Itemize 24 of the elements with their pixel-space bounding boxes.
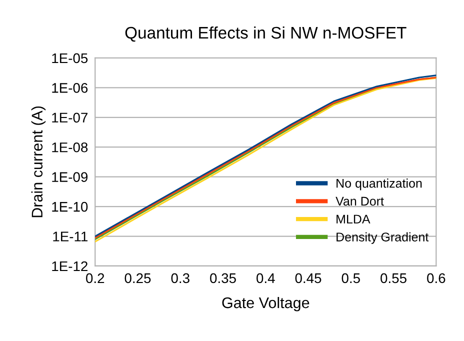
y-tick-label: 1E-07 [52, 112, 88, 123]
x-tick-label: 0.55 [380, 273, 406, 284]
y-tick-label: 1E-12 [52, 261, 88, 272]
y-tick-label: 1E-08 [52, 142, 88, 152]
x-tick-label: 0.5 [342, 273, 360, 284]
x-axis-title: Gate Voltage [222, 296, 310, 312]
x-tick-label: 0.35 [210, 273, 236, 284]
x-tick-label: 0.45 [295, 273, 322, 284]
y-tick-label: 1E-11 [53, 232, 88, 242]
x-tick-label: 0.3 [171, 273, 190, 284]
chart-title: Quantum Effects in Si NW n-MOSFET [125, 26, 406, 42]
x-tick-label: 0.25 [124, 273, 151, 284]
x-tick-label: 0.2 [86, 273, 104, 284]
legend-label: MLDA [336, 214, 370, 224]
y-tick-label: 1E-06 [52, 83, 88, 93]
x-tick-label: 0.6 [427, 273, 446, 284]
legend-label: Density Gradient [336, 232, 429, 244]
legend-label: No quantization [336, 178, 422, 190]
x-tick-label: 0.4 [256, 273, 275, 284]
y-axis-title: Drain current (A) [31, 106, 46, 218]
legend-label: Van Dort [336, 196, 384, 206]
y-tick-label: 1E-09 [52, 172, 88, 182]
y-tick-label: 1E-05 [52, 53, 88, 64]
y-tick-label: 1E-10 [52, 202, 88, 212]
